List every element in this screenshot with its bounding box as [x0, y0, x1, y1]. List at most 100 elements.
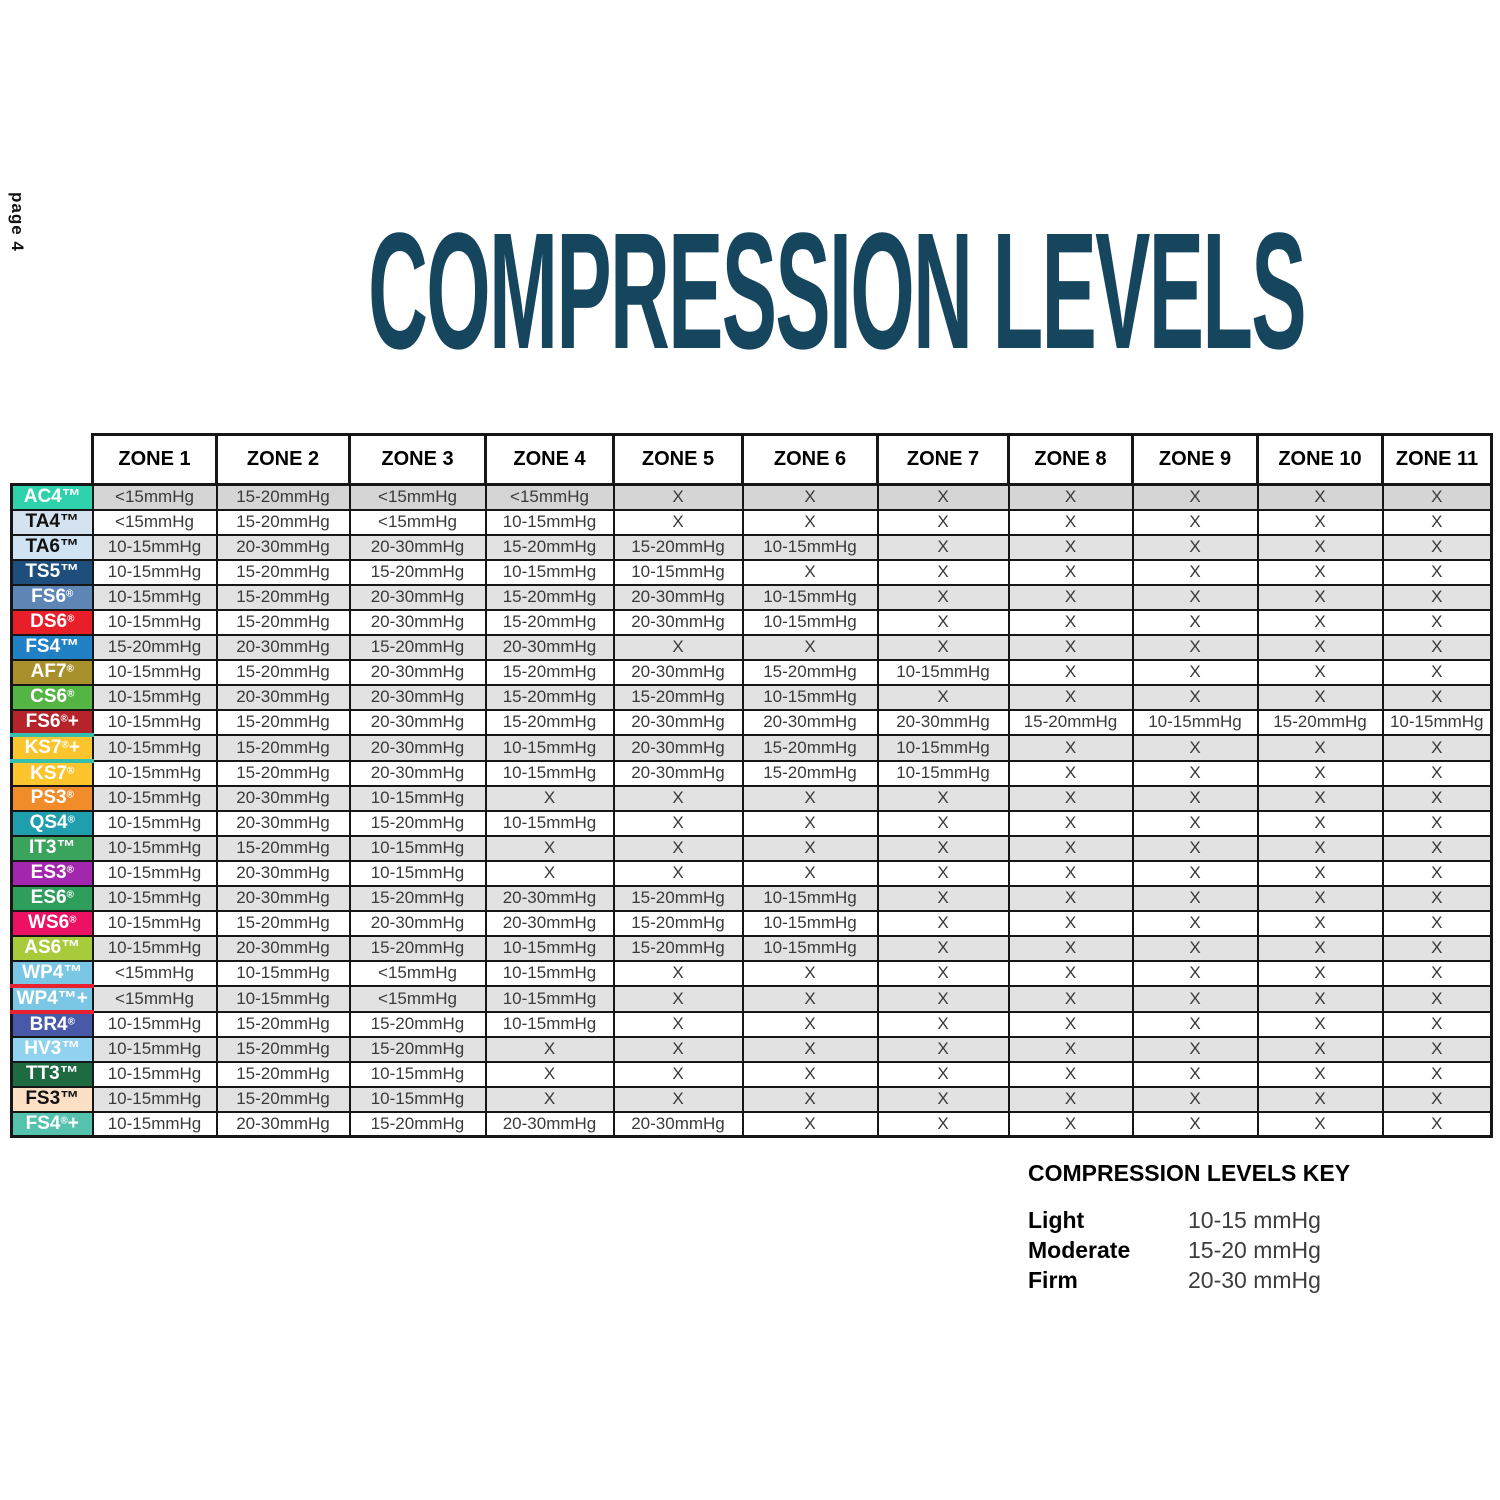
cell-es3-zone8: X	[1007, 859, 1134, 887]
product-label-es3: ES3®	[10, 859, 94, 887]
cell-ds6-zone9: X	[1131, 608, 1259, 636]
cell-ac4-zone6: X	[741, 483, 879, 511]
cell-br4-zone5: X	[612, 1010, 744, 1038]
cell-tt3-zone7: X	[876, 1060, 1010, 1088]
cell-ta4-zone5: X	[612, 508, 744, 536]
cell-br4-zone8: X	[1007, 1010, 1134, 1038]
table-row-ts5: TS5™ 10-15mmHg 15-20mmHg 15-20mmHg 10-15mmHg…	[10, 558, 1493, 586]
cell-wp4-zone5: X	[612, 959, 744, 987]
cell-ta4-zone9: X	[1131, 508, 1259, 536]
zone-header-6: ZONE 6	[741, 433, 879, 486]
cell-fs6-zone3: 20-30mmHg	[348, 708, 487, 736]
cell-hv3-zone9: X	[1131, 1035, 1259, 1063]
zone-header-row: ZONE 1 ZONE 2 ZONE 3 ZONE 4 ZONE 5 ZONE 6 ZONE…	[12, 433, 1493, 486]
cell-fs6-zone2: 15-20mmHg	[215, 708, 351, 736]
cell-ac4-zone3: <15mmHg	[348, 483, 487, 511]
cell-fs3-zone4: X	[484, 1085, 615, 1113]
cell-fs6-zone8: 15-20mmHg	[1007, 708, 1134, 736]
cell-ta6-zone7: X	[876, 533, 1010, 561]
cell-ds6-zone4: 15-20mmHg	[484, 608, 615, 636]
product-label-ks7: KS7®+	[10, 732, 94, 763]
key-title: COMPRESSION LEVELS KEY	[1028, 1160, 1351, 1186]
cell-fs3-zone5: X	[612, 1085, 744, 1113]
page-title-wrap: COMPRESSION LEVELS	[0, 209, 1500, 375]
table-row-ps3: PS3® 10-15mmHg 20-30mmHg 10-15mmHg X X X X X X X X	[10, 784, 1493, 812]
cell-wp4-zone6: X	[741, 959, 879, 987]
cell-ps3-zone6: X	[741, 784, 879, 812]
table-row-es6: ES6® 10-15mmHg 20-30mmHg 15-20mmHg 20-30mmHg…	[10, 884, 1493, 912]
cell-wp4-zone4: 10-15mmHg	[484, 984, 615, 1013]
cell-ac4-zone11: X	[1381, 483, 1493, 511]
cell-af7-zone6: 15-20mmHg	[741, 658, 879, 686]
cell-ta4-zone4: 10-15mmHg	[484, 508, 615, 536]
cell-ws6-zone1: 10-15mmHg	[91, 909, 218, 937]
cell-af7-zone8: X	[1007, 658, 1134, 686]
cell-wp4-zone9: X	[1131, 959, 1259, 987]
cell-ac4-zone4: <15mmHg	[484, 483, 615, 511]
cell-ac4-zone5: X	[612, 483, 744, 511]
cell-qs4-zone3: 15-20mmHg	[348, 809, 487, 837]
cell-es6-zone6: 10-15mmHg	[741, 884, 879, 912]
zone-header-1: ZONE 1	[91, 433, 218, 486]
table-row-ta4: TA4™ <15mmHg 15-20mmHg <15mmHg 10-15mmHg X X X X…	[10, 508, 1493, 536]
cell-ta6-zone6: 10-15mmHg	[741, 533, 879, 561]
cell-fs6-zone7: X	[876, 583, 1010, 611]
cell-ps3-zone7: X	[876, 784, 1010, 812]
cell-fs4-zone5: 20-30mmHg	[612, 1110, 744, 1138]
cell-fs3-zone6: X	[741, 1085, 879, 1113]
cell-br4-zone9: X	[1131, 1010, 1259, 1038]
product-label-br4: BR4®	[10, 1010, 94, 1038]
cell-as6-zone10: X	[1256, 934, 1384, 962]
cell-ta6-zone10: X	[1256, 533, 1384, 561]
cell-as6-zone6: 10-15mmHg	[741, 934, 879, 962]
cell-fs4-zone1: 15-20mmHg	[91, 633, 218, 661]
cell-cs6-zone3: 20-30mmHg	[348, 683, 487, 711]
cell-qs4-zone10: X	[1256, 809, 1384, 837]
product-label-it3: IT3™	[10, 834, 94, 862]
cell-ds6-zone2: 15-20mmHg	[215, 608, 351, 636]
cell-hv3-zone10: X	[1256, 1035, 1384, 1063]
table-row-fs3: FS3™ 10-15mmHg 15-20mmHg 10-15mmHg X X X X X X X X	[10, 1085, 1493, 1113]
cell-es3-zone1: 10-15mmHg	[91, 859, 218, 887]
cell-ts5-zone6: X	[741, 558, 879, 586]
cell-fs6-zone1: 10-15mmHg	[91, 708, 218, 736]
cell-fs6-zone10: X	[1256, 583, 1384, 611]
cell-br4-zone4: 10-15mmHg	[484, 1010, 615, 1038]
zone-header-10: ZONE 10	[1256, 433, 1384, 486]
cell-fs6-zone6: 10-15mmHg	[741, 583, 879, 611]
cell-ds6-zone6: 10-15mmHg	[741, 608, 879, 636]
cell-af7-zone10: X	[1256, 658, 1384, 686]
cell-ds6-zone10: X	[1256, 608, 1384, 636]
cell-fs4-zone11: X	[1381, 1110, 1493, 1138]
cell-fs6-zone1: 10-15mmHg	[91, 583, 218, 611]
cell-tt3-zone9: X	[1131, 1060, 1259, 1088]
cell-fs6-zone4: 15-20mmHg	[484, 583, 615, 611]
table-row-ks7: KS7®+ 10-15mmHg 15-20mmHg 20-30mmHg 10-15mmH…	[10, 732, 1493, 763]
cell-wp4-zone1: <15mmHg	[91, 984, 218, 1013]
cell-ta6-zone11: X	[1381, 533, 1493, 561]
product-label-ds6: DS6®	[10, 608, 94, 636]
product-label-ws6: WS6®	[10, 909, 94, 937]
cell-ks7-zone8: X	[1007, 733, 1134, 762]
cell-ta6-zone8: X	[1007, 533, 1134, 561]
cell-fs6-zone5: 20-30mmHg	[612, 583, 744, 611]
cell-ts5-zone11: X	[1381, 558, 1493, 586]
cell-ta4-zone11: X	[1381, 508, 1493, 536]
cell-ps3-zone9: X	[1131, 784, 1259, 812]
cell-tt3-zone8: X	[1007, 1060, 1134, 1088]
cell-fs6-zone9: X	[1131, 583, 1259, 611]
cell-it3-zone1: 10-15mmHg	[91, 834, 218, 862]
cell-fs4-zone6: X	[741, 633, 879, 661]
cell-ks7-zone8: X	[1007, 759, 1134, 787]
cell-it3-zone11: X	[1381, 834, 1493, 862]
cell-it3-zone3: 10-15mmHg	[348, 834, 487, 862]
cell-ts5-zone1: 10-15mmHg	[91, 558, 218, 586]
cell-ps3-zone4: X	[484, 784, 615, 812]
cell-br4-zone3: 15-20mmHg	[348, 1010, 487, 1038]
product-label-ts5: TS5™	[10, 558, 94, 586]
key-label-light: Light	[1028, 1207, 1085, 1233]
cell-fs3-zone11: X	[1381, 1085, 1493, 1113]
cell-fs4-zone2: 20-30mmHg	[215, 1110, 351, 1138]
cell-af7-zone5: 20-30mmHg	[612, 658, 744, 686]
cell-ws6-zone11: X	[1381, 909, 1493, 937]
